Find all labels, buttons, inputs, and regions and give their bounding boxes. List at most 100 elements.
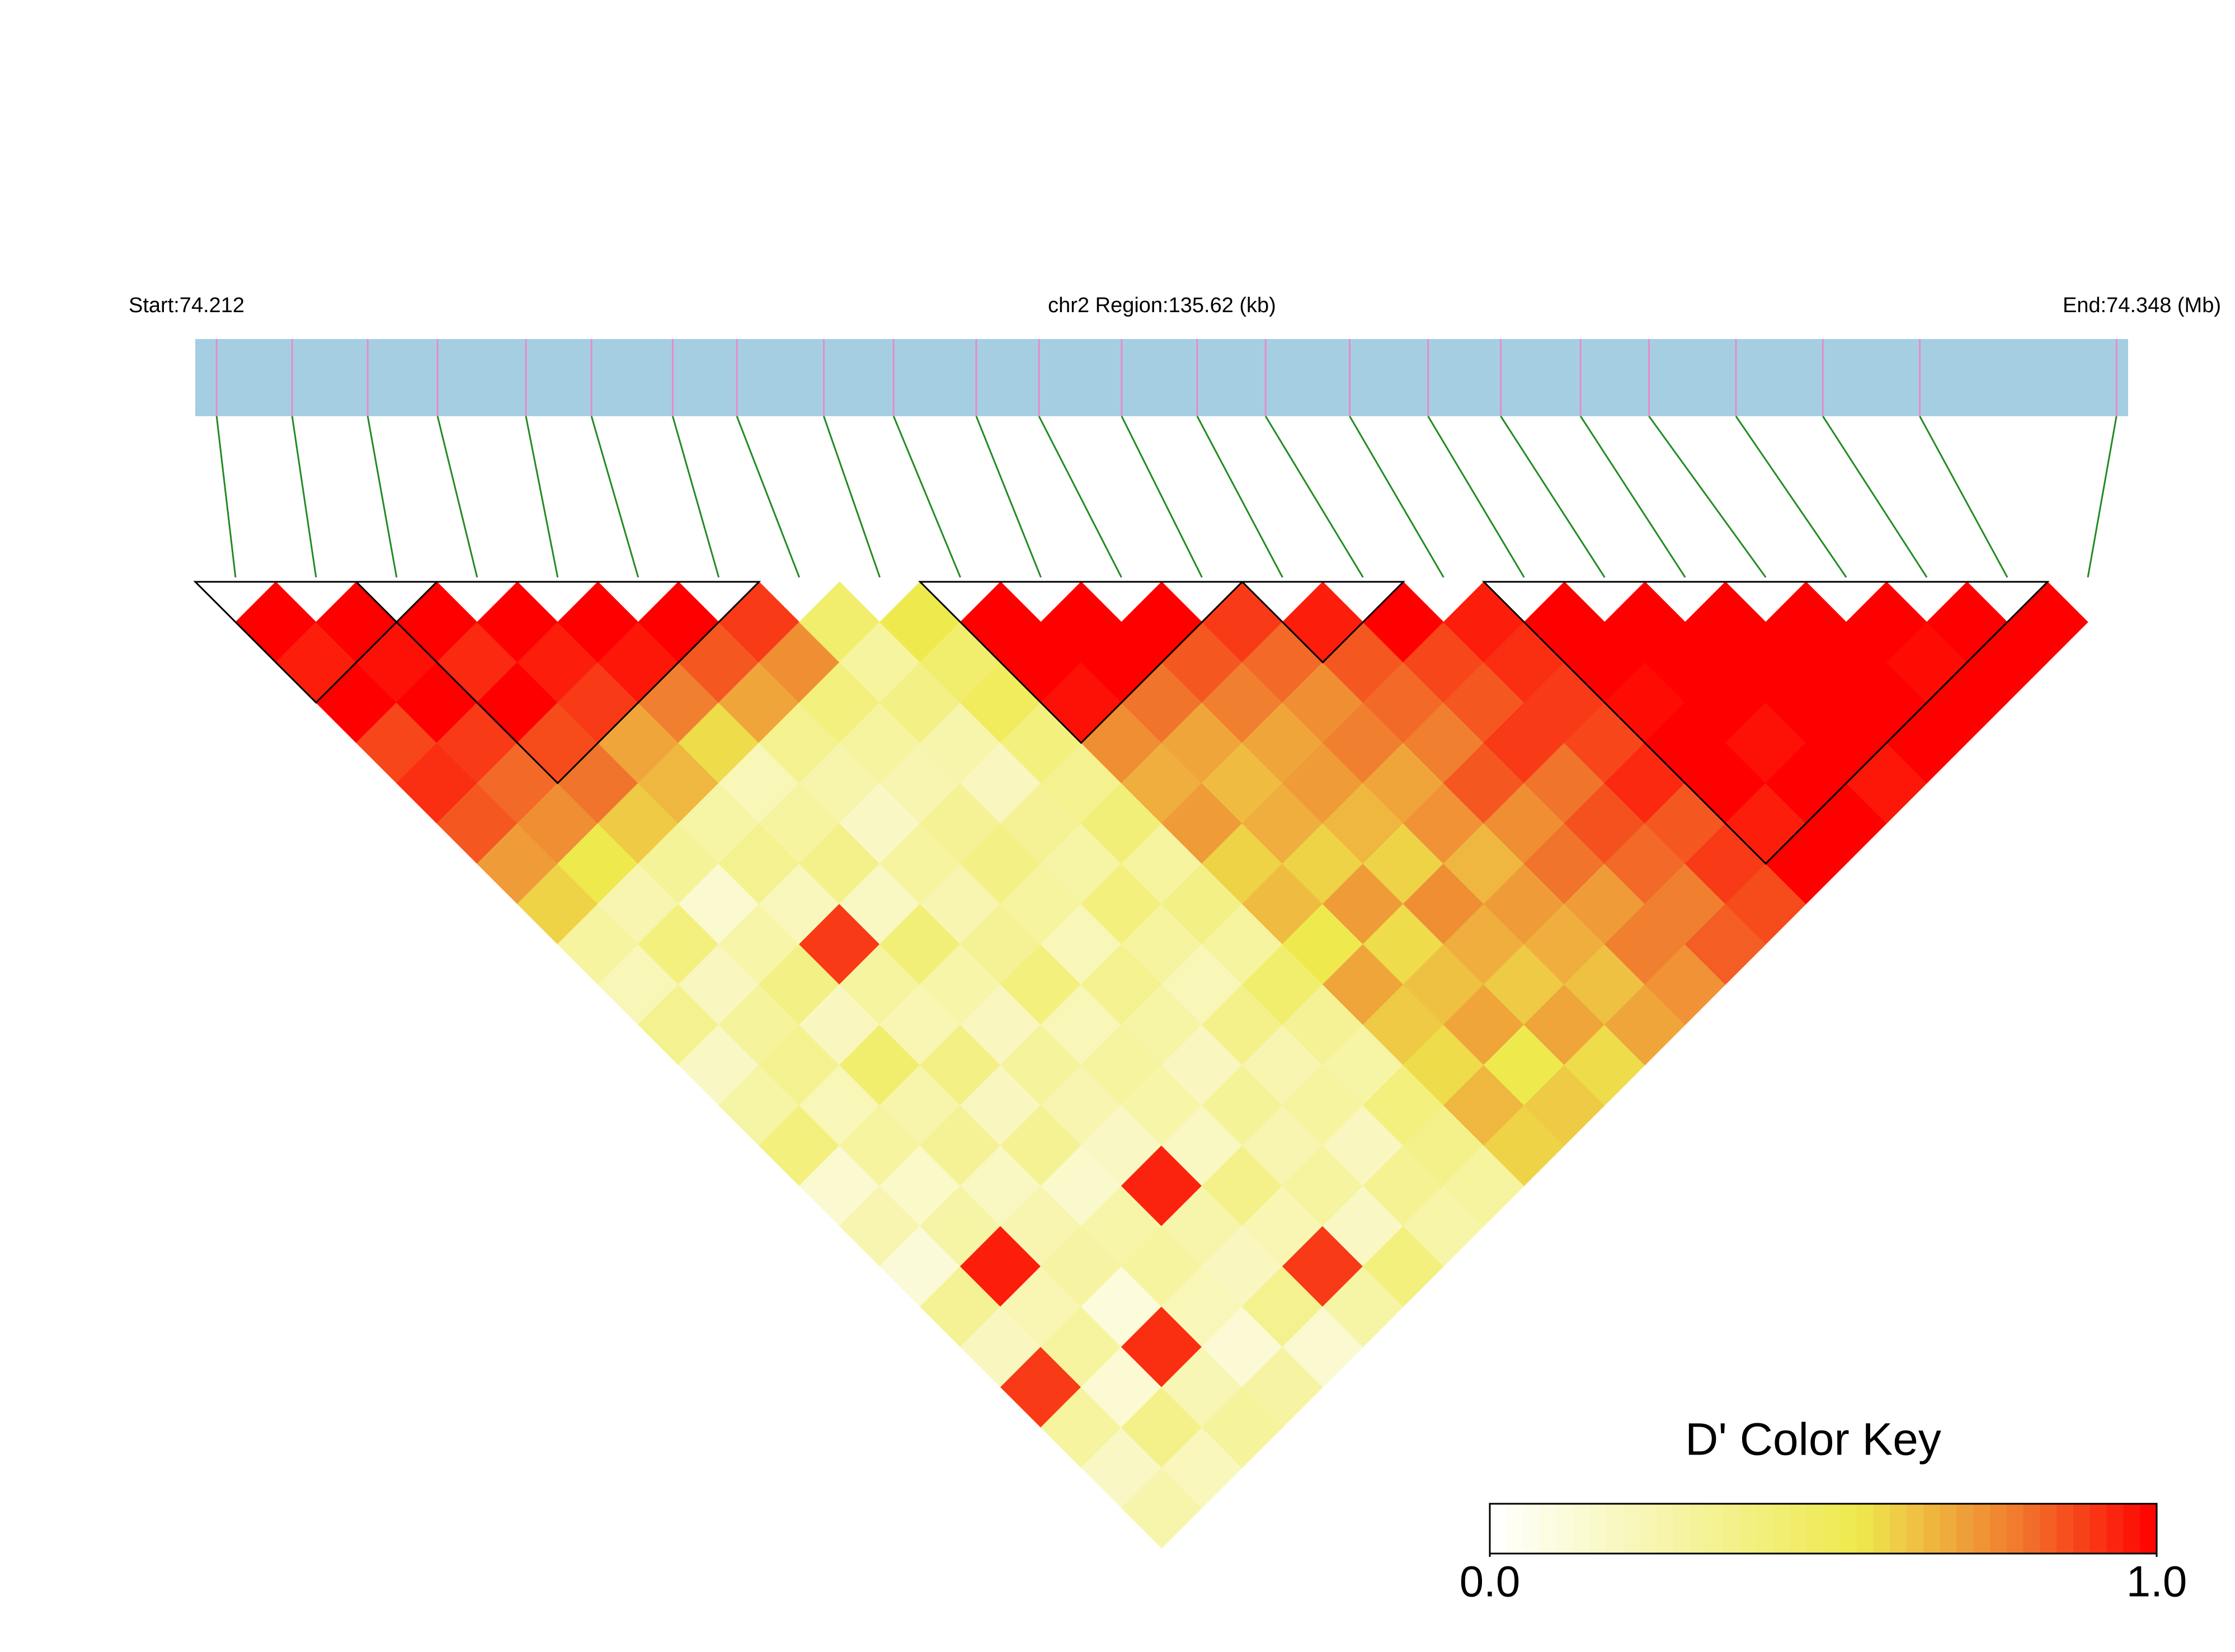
snp-link: [1349, 416, 1444, 578]
ld-cell: [517, 863, 599, 945]
snp-link: [1427, 416, 1525, 578]
ld-cell: [1443, 742, 1524, 824]
ld-cell: [1040, 742, 1122, 824]
ld-cell: [920, 622, 1001, 703]
ld-cell: [477, 823, 558, 905]
snp-link: [215, 416, 237, 578]
ld-cell: [799, 984, 881, 1066]
snp-link: [736, 416, 801, 578]
key-swatch: [1540, 1504, 1558, 1554]
snp-link: [1196, 416, 1283, 578]
ld-cell: [920, 944, 1001, 1025]
ld-cell: [1846, 581, 1927, 663]
ld-cell: [1322, 1024, 1404, 1106]
key-swatch: [1640, 1504, 1657, 1554]
ld-cell: [678, 863, 760, 945]
ld-cell: [436, 702, 518, 784]
key-swatch: [2006, 1504, 2024, 1554]
ld-cell: [920, 702, 1001, 784]
ld-cell: [517, 622, 599, 703]
key-swatch: [1623, 1504, 1641, 1554]
region-label: chr2 Region:135.62 (kb): [1048, 294, 1276, 317]
ld-cell: [1040, 1306, 1122, 1388]
ld-cell: [1201, 742, 1283, 824]
ld-cell: [960, 581, 1042, 663]
key-swatch: [1606, 1504, 1624, 1554]
ld-cell: [1322, 1266, 1404, 1348]
key-swatch: [1740, 1504, 1757, 1554]
key-swatch: [2106, 1504, 2124, 1554]
ld-cell: [920, 1266, 1001, 1348]
snp-link: [892, 416, 961, 578]
ld-cell: [1201, 903, 1283, 985]
ld-cell: [1282, 581, 1363, 663]
snp-link: [823, 416, 881, 578]
key-swatch: [2090, 1504, 2107, 1554]
ld-cell: [477, 581, 558, 663]
snp-link: [1121, 416, 1203, 578]
key-swatch: [1506, 1504, 1524, 1554]
key-swatch: [1690, 1504, 1707, 1554]
key-swatch: [1756, 1504, 1774, 1554]
ld-cell: [1161, 1105, 1243, 1187]
key-swatch: [1673, 1504, 1691, 1554]
key-swatch: [1990, 1504, 2007, 1554]
key-swatch: [1823, 1504, 1841, 1554]
ld-cell: [920, 1185, 1001, 1267]
ld-cell: [1443, 1065, 1524, 1146]
ld-cell: [1040, 823, 1122, 905]
ld-cell: [1443, 662, 1524, 743]
ld-cell: [1846, 742, 1927, 824]
snp-link: [1264, 416, 1364, 578]
ld-cell: [1241, 1105, 1324, 1187]
snp-link: [975, 416, 1042, 578]
key-swatch: [2123, 1504, 2141, 1554]
snp-link: [1735, 416, 1847, 578]
ld-cell: [1322, 863, 1404, 945]
ld-cell: [1523, 581, 1605, 663]
ld-cell: [1080, 863, 1163, 945]
key-swatch: [1923, 1504, 1941, 1554]
ld-cell: [1040, 1386, 1122, 1469]
ld-cell: [1040, 1065, 1122, 1146]
key-frame: [1489, 1503, 2158, 1555]
snp-link: [590, 416, 639, 578]
ld-cell: [1080, 1266, 1163, 1348]
ld-cell: [718, 581, 800, 663]
ld-cell: [1685, 581, 1766, 663]
ld-cell: [799, 581, 881, 663]
ld-cell: [1443, 823, 1524, 905]
key-swatch: [1723, 1504, 1740, 1554]
snp-link: [291, 416, 317, 578]
ld-cell: [839, 1105, 921, 1187]
ld-cell: [799, 823, 881, 905]
ld-cell: [1564, 863, 1645, 945]
ld-cell: [678, 622, 760, 703]
ld-cell: [1604, 581, 1686, 663]
key-title: D' Color Key: [1685, 1414, 1941, 1465]
ld-cell: [1080, 1347, 1163, 1428]
key-swatch: [1956, 1504, 1974, 1554]
ld-cell: [1725, 863, 1806, 945]
key-tick-label: 1.0: [2126, 1557, 2187, 1606]
key-swatch: [1589, 1504, 1607, 1554]
snp-link: [366, 416, 398, 578]
key-swatch: [1706, 1504, 1724, 1554]
ld-cell: [1403, 1185, 1484, 1267]
ld-block: [918, 581, 1245, 745]
ld-cell: [1040, 984, 1122, 1066]
key-swatch: [1890, 1504, 1907, 1554]
ld-cell: [316, 581, 397, 663]
key-swatch: [1657, 1504, 1674, 1554]
ld-cell: [1121, 581, 1203, 663]
snp-link: [1500, 416, 1606, 578]
ld-cell: [1322, 1185, 1404, 1267]
ld-block: [1481, 581, 2050, 865]
ld-cell: [799, 1065, 881, 1146]
ld-cell: [1443, 1145, 1524, 1227]
key-swatch: [2040, 1504, 2058, 1554]
ld-cell: [1201, 1306, 1283, 1388]
snp-link: [525, 416, 559, 578]
ld-cell: [1080, 1105, 1163, 1187]
ld-cell: [1201, 823, 1283, 905]
